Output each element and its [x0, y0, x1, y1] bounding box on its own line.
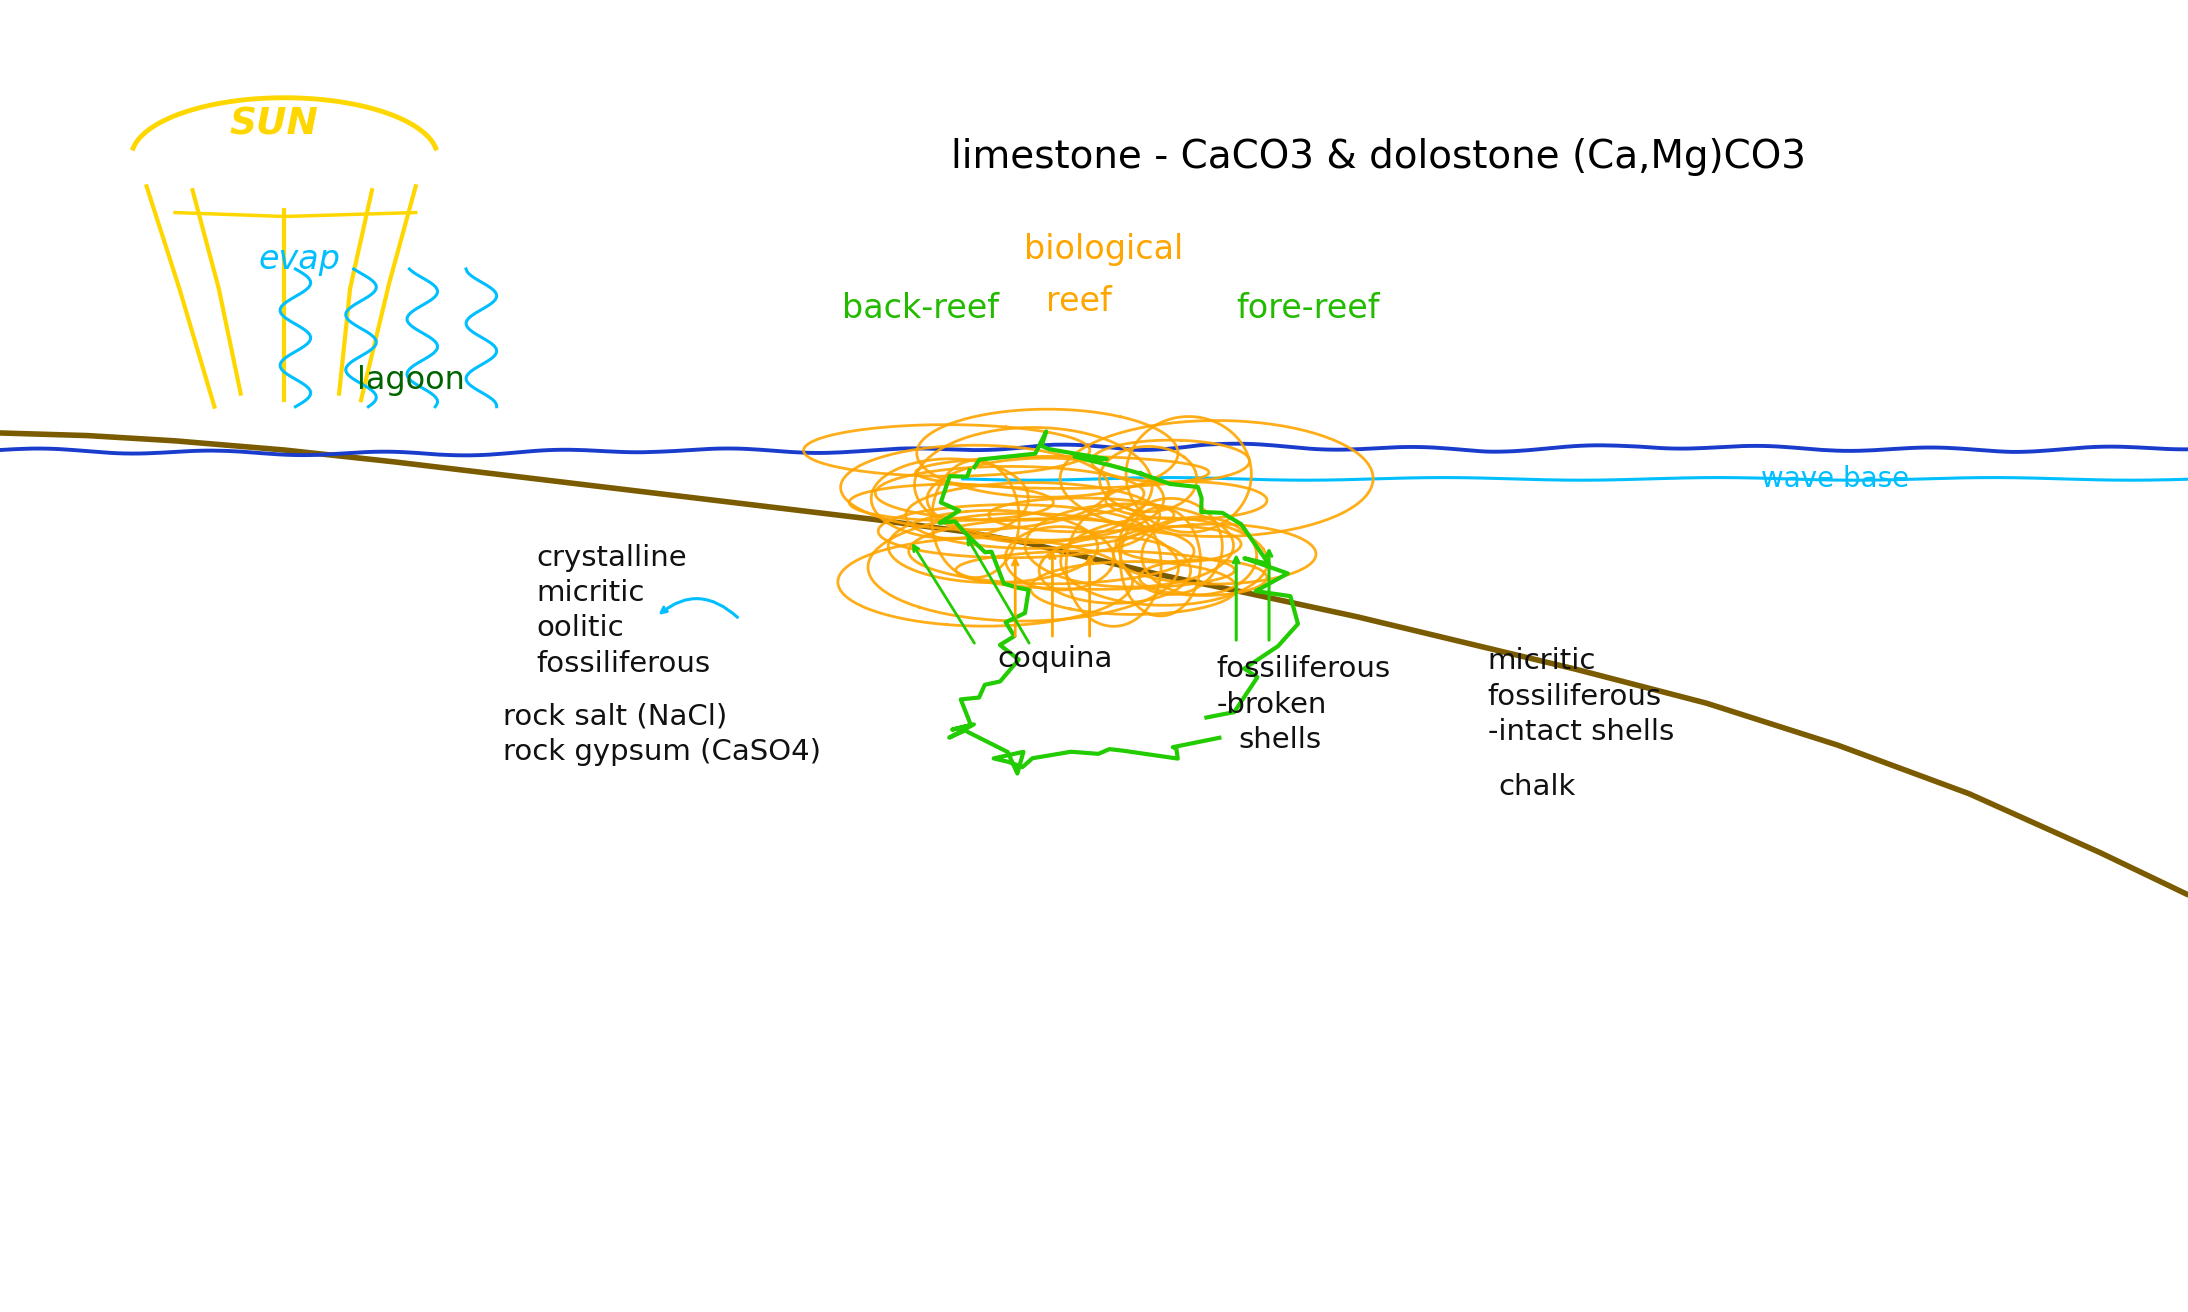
Text: coquina: coquina: [998, 644, 1114, 673]
Text: evap: evap: [258, 243, 339, 277]
Text: micritic: micritic: [1488, 647, 1597, 676]
Text: limestone - CaCO3 & dolostone (Ca,Mg)CO3: limestone - CaCO3 & dolostone (Ca,Mg)CO3: [952, 139, 1805, 176]
Text: back-reef: back-reef: [842, 291, 1000, 325]
Text: rock salt (NaCl): rock salt (NaCl): [503, 702, 726, 731]
Text: chalk: chalk: [1499, 773, 1575, 802]
Text: -broken: -broken: [1217, 690, 1326, 719]
Text: crystalline: crystalline: [536, 543, 687, 572]
Text: fossiliferous: fossiliferous: [1217, 655, 1392, 684]
Text: shells: shells: [1238, 726, 1322, 754]
Text: biological: biological: [1024, 232, 1184, 266]
Text: oolitic: oolitic: [536, 614, 624, 643]
Text: SUN: SUN: [230, 106, 317, 143]
Text: fossiliferous: fossiliferous: [1488, 682, 1663, 711]
Text: -intact shells: -intact shells: [1488, 718, 1674, 747]
Text: lagoon: lagoon: [357, 365, 464, 396]
Text: fossiliferous: fossiliferous: [536, 649, 711, 678]
Text: micritic: micritic: [536, 579, 645, 607]
Text: wave base: wave base: [1761, 464, 1910, 493]
Text: rock gypsum (CaSO4): rock gypsum (CaSO4): [503, 737, 820, 766]
Text: fore-reef: fore-reef: [1236, 291, 1381, 325]
Text: reef: reef: [1046, 285, 1112, 319]
